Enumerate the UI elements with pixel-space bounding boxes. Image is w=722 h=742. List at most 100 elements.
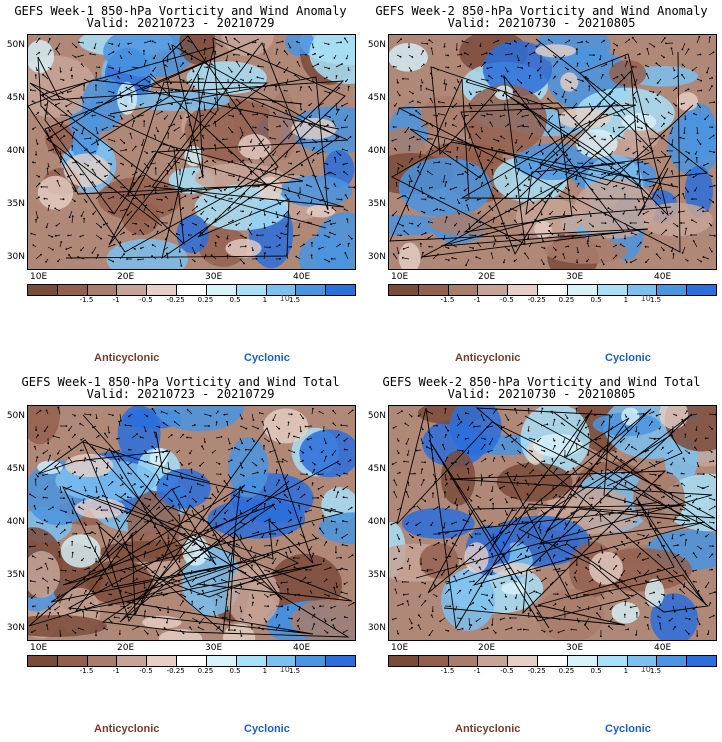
wind-arrow <box>119 413 122 421</box>
wind-arrow-head <box>254 126 257 129</box>
wind-arrow <box>107 258 114 262</box>
coastline <box>398 51 681 253</box>
lon-label: 10E <box>391 272 409 282</box>
wind-arrow-head <box>65 105 68 108</box>
wind-arrow-head <box>259 157 262 160</box>
wind-arrow-head <box>627 628 630 631</box>
wind-arrow <box>35 38 40 44</box>
wind-arrow <box>487 66 494 69</box>
map-canvas <box>389 35 716 269</box>
wind-arrow-head <box>212 534 215 537</box>
wind-arrow <box>559 195 566 200</box>
wind-arrow-head <box>713 234 716 237</box>
wind-arrow <box>444 217 448 224</box>
wind-arrow-head <box>194 535 197 537</box>
wind-arrow-head <box>221 616 224 619</box>
wind-arrow-head <box>542 263 545 265</box>
wind-arrow-head <box>600 469 603 472</box>
wind-arrow-head <box>171 519 174 522</box>
wind-arrow-head <box>663 544 665 547</box>
wind-arrow-head <box>39 409 42 412</box>
wind-arrow-head <box>525 152 528 155</box>
wind-arrow <box>489 437 494 445</box>
wind-arrow-head <box>110 100 112 103</box>
wind-arrow-head <box>267 146 270 148</box>
wind-arrow-head <box>591 109 594 112</box>
wind-arrow <box>660 218 667 224</box>
wind-arrow-head <box>636 612 638 614</box>
wind-arrow-head <box>158 506 161 509</box>
wind-arrow-head <box>312 552 315 555</box>
wind-arrow-head <box>112 91 115 94</box>
wind-arrow-head <box>230 70 233 73</box>
wind-arrow-head <box>601 74 604 76</box>
wind-arrow-head <box>515 608 518 610</box>
wind-arrow-head <box>128 415 130 418</box>
wind-arrow <box>514 408 518 415</box>
wind-arrow-head <box>308 116 311 118</box>
wind-arrow-head <box>308 104 311 107</box>
wind-arrow <box>113 125 121 128</box>
wind-arrow-head <box>425 446 428 448</box>
wind-arrow <box>335 491 339 499</box>
wind-arrow-head <box>455 564 458 567</box>
wind-arrow <box>648 461 655 467</box>
wind-arrow-head <box>555 493 558 496</box>
wind-arrow-head <box>135 171 138 174</box>
wind-arrow <box>576 408 578 415</box>
wind-arrow-head <box>398 550 401 553</box>
wind-arrow-head <box>639 552 642 555</box>
wind-arrow <box>188 157 193 164</box>
wind-arrow-head <box>55 48 57 51</box>
lat-label: 40N <box>367 517 386 527</box>
wind-arrow-head <box>128 51 131 54</box>
wind-arrow-head <box>241 491 244 494</box>
wind-arrow-head <box>499 487 501 490</box>
wind-arrow-head <box>707 633 709 636</box>
colorbar-segment <box>57 656 88 666</box>
wind-arrow <box>83 78 90 82</box>
wind-arrow-head <box>162 594 165 597</box>
wind-arrow-head <box>458 230 461 233</box>
wind-arrow <box>54 579 61 583</box>
wind-arrow-head <box>514 156 517 158</box>
wind-arrow-head <box>402 195 404 197</box>
wind-arrow <box>107 533 114 539</box>
wind-arrow-head <box>267 129 269 131</box>
wind-arrow <box>504 567 511 571</box>
wind-arrow <box>107 244 115 248</box>
wind-arrow <box>319 528 325 535</box>
wind-arrow-head <box>531 208 534 210</box>
wind-arrow-head <box>656 82 659 84</box>
colorbar-segment <box>389 656 419 666</box>
wind-arrow-head <box>627 147 630 150</box>
wind-arrow-head <box>502 553 505 556</box>
wind-arrow <box>696 617 700 625</box>
wind-arrow-head <box>527 536 530 539</box>
wind-arrow-head <box>667 111 670 114</box>
wind-arrow-head <box>182 600 184 602</box>
wind-arrow-head <box>577 251 579 254</box>
wind-arrow-head <box>705 535 707 538</box>
wind-arrow-head <box>427 195 429 198</box>
wind-arrow-head <box>602 237 605 240</box>
wind-arrow-head <box>100 237 102 240</box>
wind-arrow <box>480 458 486 463</box>
wind-arrow <box>119 194 124 200</box>
wind-arrow-head <box>602 597 605 600</box>
wind-arrow-head <box>286 254 288 256</box>
wind-arrow <box>89 459 97 463</box>
wind-arrow-head <box>31 528 33 531</box>
wind-arrow-head <box>509 434 512 436</box>
wind-arrow-head <box>491 624 493 626</box>
wind-arrow <box>299 102 302 110</box>
wind-arrow-head <box>117 44 120 47</box>
wind-arrow <box>341 102 349 107</box>
wind-arrow-head <box>643 221 646 224</box>
neutral-region <box>621 407 640 426</box>
wind-arrow-head <box>153 226 156 229</box>
wind-arrow-head <box>406 454 409 456</box>
wind-arrow <box>329 232 337 236</box>
wind-arrow-head <box>49 49 52 52</box>
wind-arrow <box>468 144 472 152</box>
